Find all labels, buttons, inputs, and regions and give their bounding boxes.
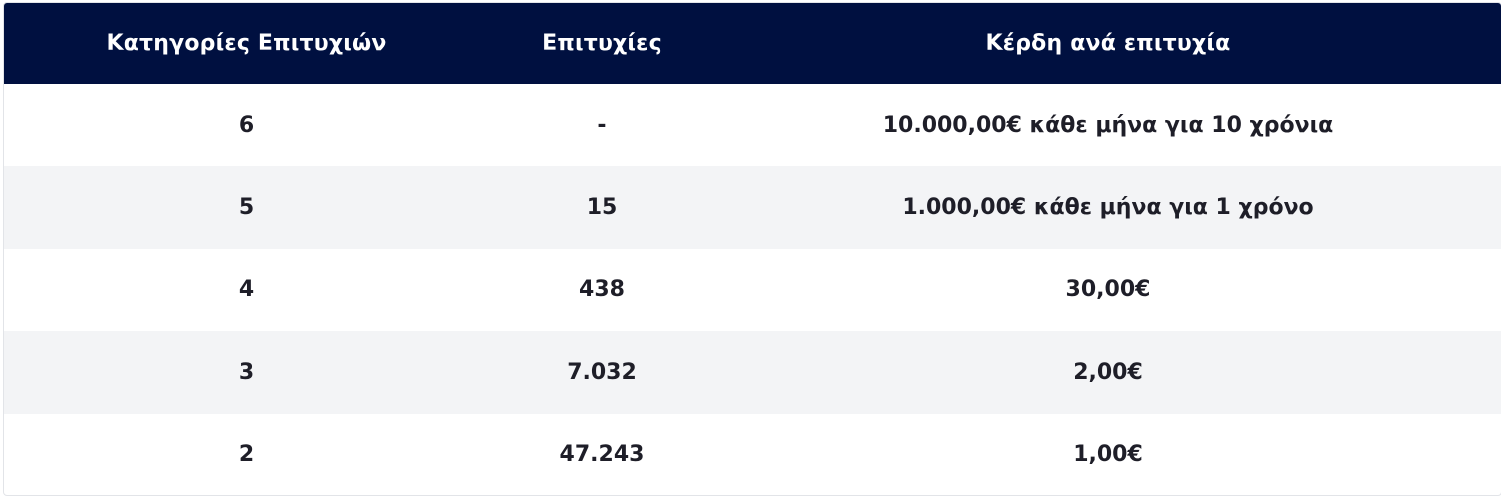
category-cell: 3 [238, 359, 255, 385]
prize-cell: 30,00€ [1065, 277, 1151, 303]
table-row: 4 438 30,00€ [4, 249, 1501, 331]
prize-cell: 2,00€ [1073, 359, 1143, 385]
prize-cell: 10.000,00€ κάθε μήνα για 10 χρόνια [882, 112, 1334, 138]
category-cell: 5 [238, 195, 255, 221]
table-row: 3 7.032 2,00€ [4, 331, 1501, 414]
header-prize-per-winner: Κέρδη ανά επιτυχία [985, 31, 1231, 56]
prize-cell: 1,00€ [1073, 442, 1143, 468]
header-winners: Επιτυχίες [542, 31, 662, 56]
category-cell: 2 [238, 442, 255, 468]
table-row: 2 47.243 1,00€ [4, 414, 1501, 495]
winnings-table: Κατηγορίες Επιτυχιών Επιτυχίες Κέρδη ανά… [3, 2, 1501, 496]
header-categories: Κατηγορίες Επιτυχιών [106, 31, 387, 56]
category-cell: 6 [238, 112, 255, 138]
winners-cell: - [597, 112, 607, 138]
winners-cell: 438 [579, 277, 625, 303]
category-cell: 4 [238, 277, 255, 303]
prize-cell: 1.000,00€ κάθε μήνα για 1 χρόνο [902, 195, 1314, 221]
winners-cell: 47.243 [559, 442, 645, 468]
table-row: 6 - 10.000,00€ κάθε μήνα για 10 χρόνια [4, 84, 1501, 166]
winners-cell: 7.032 [567, 359, 637, 385]
winners-cell: 15 [586, 195, 618, 221]
table-row: 5 15 1.000,00€ κάθε μήνα για 1 χρόνο [4, 166, 1501, 249]
table-header-row: Κατηγορίες Επιτυχιών Επιτυχίες Κέρδη ανά… [4, 3, 1501, 84]
